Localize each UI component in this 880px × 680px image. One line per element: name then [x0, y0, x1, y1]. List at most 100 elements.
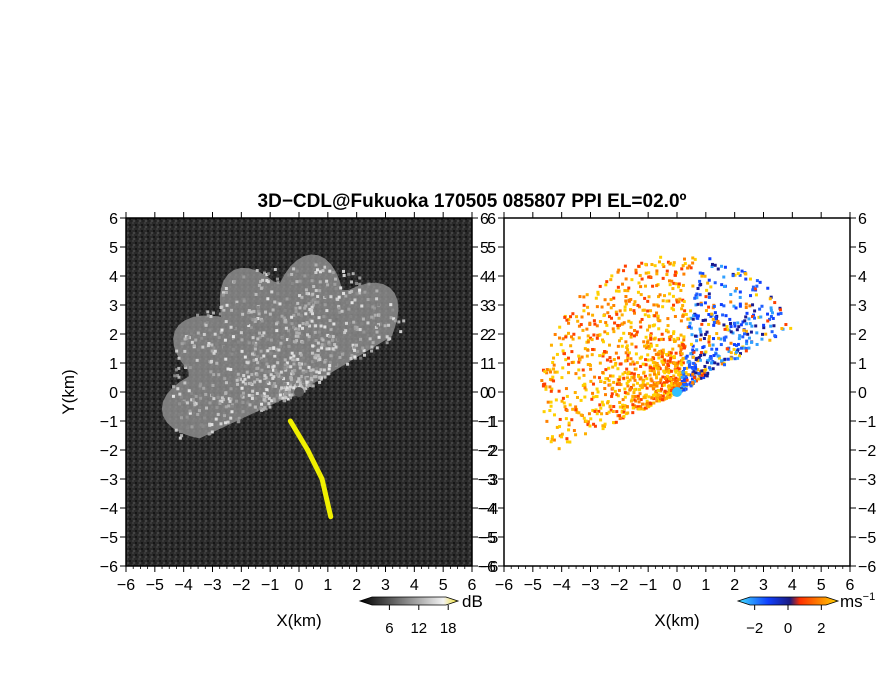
echo-pixel [280, 375, 284, 379]
y-tick-label-right: 4 [480, 269, 489, 286]
x-tick-label: 6 [846, 577, 855, 594]
velocity-pixel [565, 394, 569, 398]
x-tick-label: 5 [817, 577, 826, 594]
velocity-pixel [659, 337, 663, 341]
echo-pixel [249, 326, 253, 330]
velocity-pixel [551, 375, 555, 379]
velocity-pixel [564, 358, 568, 362]
x-tick-label: 3 [381, 577, 390, 594]
velocity-pixel [685, 376, 689, 380]
echo-pixel [305, 291, 309, 295]
echo-pixel [309, 384, 313, 388]
velocity-pixel [720, 283, 724, 287]
echo-pixel [246, 322, 250, 326]
velocity-pixel [677, 300, 681, 304]
velocity-pixel [557, 389, 561, 393]
echo-pixel [275, 395, 279, 399]
x-tick-label: −4 [553, 577, 571, 594]
velocity-pixel [751, 315, 755, 319]
velocity-pixel [670, 386, 674, 390]
y-tick-label-right: −1 [858, 414, 876, 431]
echo-pixel [230, 308, 234, 312]
velocity-pixel [655, 269, 659, 273]
echo-pixel [323, 360, 327, 364]
velocity-pixel [722, 323, 726, 327]
velocity-pixel [632, 334, 636, 338]
velocity-pixel [668, 368, 672, 372]
echo-pixel [278, 302, 282, 306]
velocity-pixel [657, 338, 661, 342]
velocity-pixel [595, 395, 599, 399]
velocity-pixel [662, 362, 666, 366]
velocity-pixel [680, 307, 684, 311]
echo-pixel [385, 341, 389, 345]
echo-pixel [273, 283, 277, 287]
echo-pixel [297, 377, 301, 381]
velocity-pixel [543, 382, 547, 386]
echo-pixel [254, 292, 258, 296]
velocity-pixel [661, 375, 665, 379]
velocity-pixel [654, 362, 658, 366]
velocity-pixel [567, 421, 571, 425]
velocity-pixel [698, 279, 702, 283]
velocity-pixel [560, 435, 564, 439]
x-tick-label: 3 [759, 577, 768, 594]
x-tick-label: −3 [581, 577, 599, 594]
echo-pixel [268, 370, 272, 374]
velocity-pixel [659, 351, 663, 355]
echo-pixel [369, 297, 373, 301]
velocity-pixel [622, 321, 626, 325]
velocity-pixel [733, 273, 737, 277]
echo-pixel [355, 327, 359, 331]
velocity-pixel [634, 333, 638, 337]
velocity-pixel [549, 343, 553, 347]
velocity-pixel [606, 311, 610, 315]
echo-pixel [280, 384, 284, 388]
echo-pixel [240, 338, 244, 342]
velocity-pixel [695, 296, 699, 300]
velocity-pixel [733, 357, 737, 361]
echo-pixel [271, 368, 275, 372]
echo-pixel [307, 383, 311, 387]
echo-pixel [312, 284, 316, 288]
echo-pixel [267, 396, 271, 400]
velocity-pixel [753, 287, 757, 291]
echo-pixel [177, 366, 181, 370]
velocity-pixel [656, 353, 660, 357]
backscatter-echoes [161, 254, 406, 520]
echo-pixel [304, 387, 308, 391]
velocity-pixel [689, 352, 693, 356]
velocity-pixel [596, 390, 600, 394]
velocity-pixel [667, 279, 671, 283]
velocity-pixel [731, 331, 735, 335]
velocity-pixel [550, 387, 554, 391]
echo-pixel [295, 331, 299, 335]
echo-pixel [331, 271, 335, 275]
velocity-pixel [634, 352, 638, 356]
velocity-pixel [729, 293, 733, 297]
velocity-pixel [646, 401, 650, 405]
echo-pixel [328, 360, 332, 364]
velocity-pixel [656, 304, 660, 308]
velocity-pixel [685, 366, 689, 370]
velocity-pixel [691, 344, 695, 348]
velocity-pixel [626, 356, 630, 360]
colorbar-tick-label: 2 [817, 620, 825, 637]
velocity-pixel [719, 343, 723, 347]
echo-pixel [319, 270, 323, 274]
echo-pixel [220, 396, 224, 400]
echo-pixel [177, 375, 181, 379]
velocity-pixel [701, 318, 705, 322]
echo-pixel [321, 269, 325, 273]
velocity-pixel [607, 379, 611, 383]
velocity-pixel [649, 366, 653, 370]
echo-pixel [253, 408, 257, 412]
velocity-pixel [662, 369, 666, 373]
echo-pixel [253, 380, 257, 384]
echo-pixel [298, 363, 302, 367]
velocity-pixel [616, 270, 620, 274]
echo-pixel [367, 282, 371, 286]
echo-pixel [271, 376, 275, 380]
velocity-pixel [681, 283, 685, 287]
echo-pixel [304, 304, 308, 308]
